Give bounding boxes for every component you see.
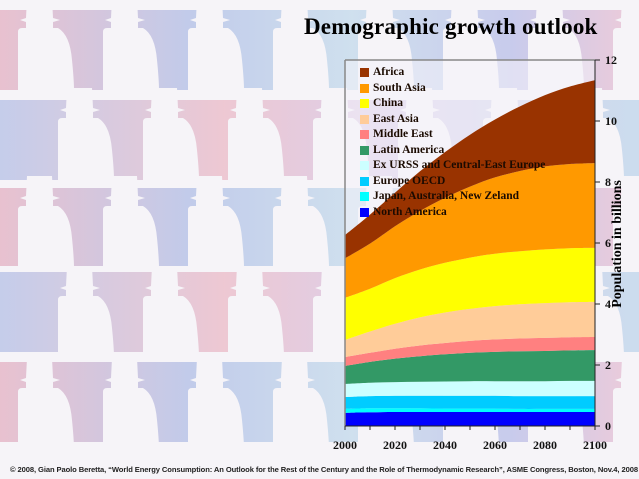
x-tick-label: 2080 (533, 438, 557, 452)
y-tick-label: 10 (605, 114, 617, 128)
legend-label: Japan, Australia, New Zeland (373, 190, 520, 202)
legend-swatch (360, 99, 369, 109)
y-tick-label: 8 (605, 175, 611, 189)
legend-item: Ex URSS and Central-East Europe (360, 158, 545, 174)
legend-item: East Asia (360, 112, 545, 128)
legend-swatch (360, 192, 369, 202)
area-middle-east (345, 336, 595, 366)
x-tick-label: 2000 (333, 438, 357, 452)
area-south-asia (345, 163, 595, 298)
legend-item: Middle East (360, 127, 545, 143)
legend-swatch (360, 145, 369, 155)
legend-item: Japan, Australia, New Zeland (360, 189, 545, 205)
axes: 2000 2020 2040 2060 2080 2100 0 2 4 6 8 10 12 (333, 53, 617, 452)
legend-label: Middle East (373, 128, 433, 140)
legend-label: Africa (373, 66, 405, 78)
legend-label: East Asia (373, 112, 419, 125)
x-tick-label: 2020 (383, 438, 407, 452)
x-tick-label: 2040 (433, 438, 457, 452)
y-tick-label: 0 (605, 419, 611, 433)
legend-label: Latin America (373, 143, 445, 156)
y-tick-label: 12 (605, 53, 617, 67)
y-tick-label: 6 (605, 236, 611, 250)
legend-item: China (360, 96, 545, 112)
legend-item: Europe OECD (360, 174, 545, 190)
legend-item: Latin America (360, 143, 545, 159)
citation-footer: © 2008, Gian Paolo Beretta, “World Energ… (10, 465, 638, 474)
area-japan-australia-new-zeland (345, 408, 595, 413)
legend-item: North America (360, 205, 545, 221)
legend-swatch (360, 176, 369, 186)
legend-swatch (360, 83, 369, 93)
legend-swatch (360, 130, 369, 140)
area-east-asia (345, 301, 595, 358)
area-north-america (345, 411, 595, 426)
area-africa (345, 80, 595, 259)
chart-title: Demographic growth outlook (304, 14, 598, 39)
legend-label: Ex URSS and Central-East Europe (373, 159, 546, 171)
legend-item: South Asia (360, 81, 545, 97)
legend-label: North America (373, 205, 447, 218)
legend-swatch (360, 68, 369, 78)
legend-swatch (360, 114, 369, 124)
y-tick-label: 4 (605, 297, 611, 311)
legend-label: South Asia (373, 81, 426, 94)
legend-swatch (360, 161, 369, 171)
legend-label: Europe OECD (373, 174, 446, 187)
y-tick-label: 2 (605, 358, 611, 372)
y-axis-label: Population in billions (610, 180, 625, 308)
area-latin-america (345, 350, 595, 384)
legend-item: Africa (360, 65, 545, 81)
x-tick-label: 2060 (483, 438, 507, 452)
legend: Africa South Asia China East Asia Middle Eas… (360, 65, 545, 220)
area-layers (345, 60, 595, 426)
area-ex-urss-and-central-east-europe (345, 380, 595, 397)
x-tick-label: 2100 (583, 438, 607, 452)
area-china (345, 247, 595, 340)
legend-swatch (360, 207, 369, 217)
area-europe-oecd (345, 395, 595, 409)
legend-label: China (373, 97, 404, 109)
